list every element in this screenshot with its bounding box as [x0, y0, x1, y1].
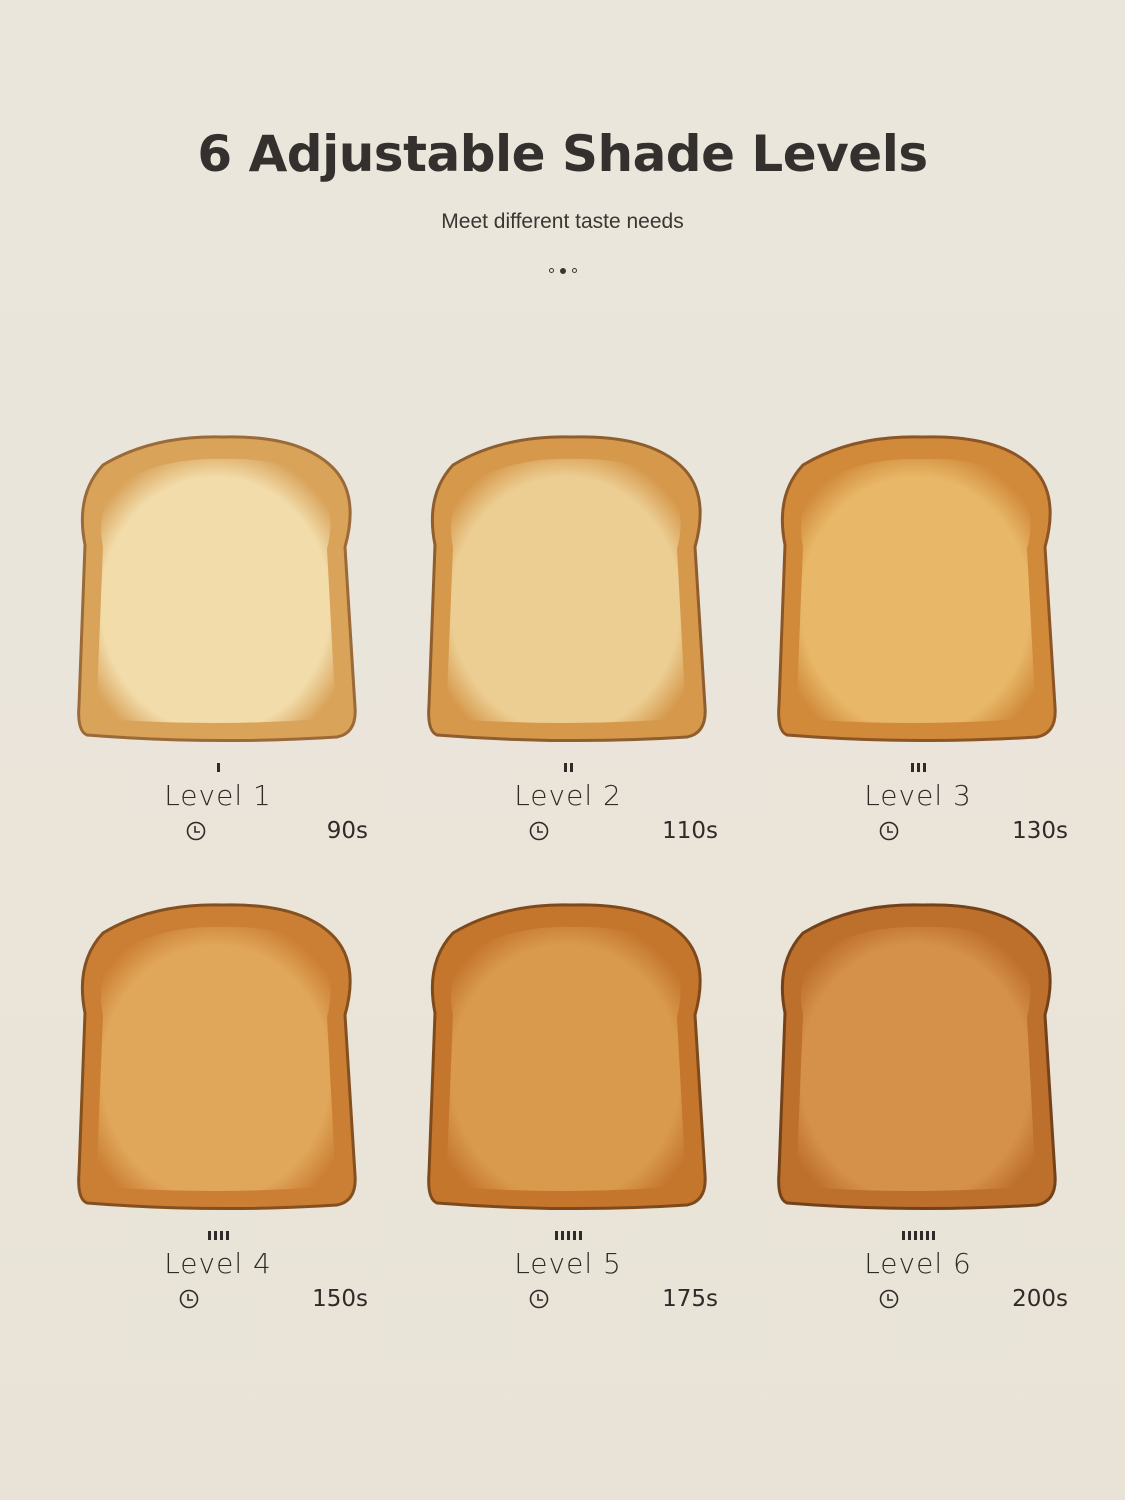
time-value: 200s — [1012, 1286, 1068, 1312]
toast-time: 130s — [768, 818, 1068, 844]
shade-tick — [919, 1231, 923, 1240]
level-label: Level 5 — [514, 1247, 622, 1280]
shade-indicator — [68, 763, 368, 773]
toast-time: 175s — [418, 1286, 718, 1312]
level-label: Level 1 — [164, 779, 272, 812]
level-label: Level 3 — [864, 779, 972, 812]
shade-tick — [213, 1231, 217, 1240]
time-value: 130s — [1012, 818, 1068, 844]
shade-tick — [913, 1231, 917, 1240]
toast-slice-image — [77, 435, 357, 743]
clock-icon — [529, 821, 548, 841]
shade-tick — [901, 1231, 905, 1240]
shade-indicator — [768, 763, 1068, 773]
carousel-indicator — [0, 268, 1125, 274]
level-label: Level 2 — [514, 779, 622, 812]
shade-level-card: Level 2 110s — [418, 435, 718, 844]
page-title: 6 Adjustable Shade Levels — [197, 125, 928, 183]
carousel-dot[interactable] — [548, 268, 554, 273]
clock-icon — [879, 1289, 898, 1309]
clock-icon — [529, 1289, 548, 1309]
shade-tick — [560, 1231, 564, 1240]
shade-tick — [931, 1231, 935, 1240]
toast-slice-image — [777, 903, 1057, 1211]
shade-tick — [554, 1231, 558, 1240]
shade-tick — [922, 763, 926, 772]
toast-time: 110s — [418, 818, 718, 844]
clock-icon — [879, 821, 898, 841]
shade-indicator — [68, 1231, 368, 1241]
time-value: 90s — [326, 818, 368, 844]
shade-tick — [216, 763, 220, 772]
shade-tick — [569, 763, 573, 772]
carousel-dot[interactable] — [571, 268, 577, 273]
level-label: Level 6 — [864, 1247, 972, 1280]
toast-time: 150s — [68, 1286, 368, 1312]
shade-indicator — [418, 1231, 718, 1241]
shade-tick — [563, 763, 567, 772]
toast-time: 200s — [768, 1286, 1068, 1312]
toast-slice-image — [77, 903, 357, 1211]
time-value: 110s — [662, 818, 718, 844]
shade-tick — [225, 1231, 229, 1240]
shade-tick — [907, 1231, 911, 1240]
page-subtitle: Meet different taste needs — [441, 210, 684, 233]
toast-time: 90s — [68, 818, 368, 844]
shade-level-card: Level 6 200s — [768, 903, 1068, 1312]
toast-slice-image — [427, 435, 707, 743]
shade-tick — [572, 1231, 576, 1240]
shade-tick — [910, 763, 914, 772]
shade-level-card: Level 1 90s — [68, 435, 368, 844]
shade-indicator — [768, 1231, 1068, 1241]
shade-tick — [578, 1231, 582, 1240]
toast-slice-image — [777, 435, 1057, 743]
time-value: 150s — [312, 1286, 368, 1312]
shade-level-card: Level 3 130s — [768, 435, 1068, 844]
toast-slice-image — [427, 903, 707, 1211]
level-label: Level 4 — [164, 1247, 272, 1280]
shade-tick — [219, 1231, 223, 1240]
shade-indicator — [418, 763, 718, 773]
shade-tick — [925, 1231, 929, 1240]
shade-tick — [566, 1231, 570, 1240]
carousel-dot-active[interactable] — [559, 268, 566, 274]
shade-level-card: Level 5 175s — [418, 903, 718, 1312]
shade-level-card: Level 4 150s — [68, 903, 368, 1312]
time-value: 175s — [662, 1286, 718, 1312]
shade-tick — [207, 1231, 211, 1240]
clock-icon — [186, 821, 206, 841]
shade-tick — [916, 763, 920, 772]
clock-icon — [179, 1289, 198, 1309]
